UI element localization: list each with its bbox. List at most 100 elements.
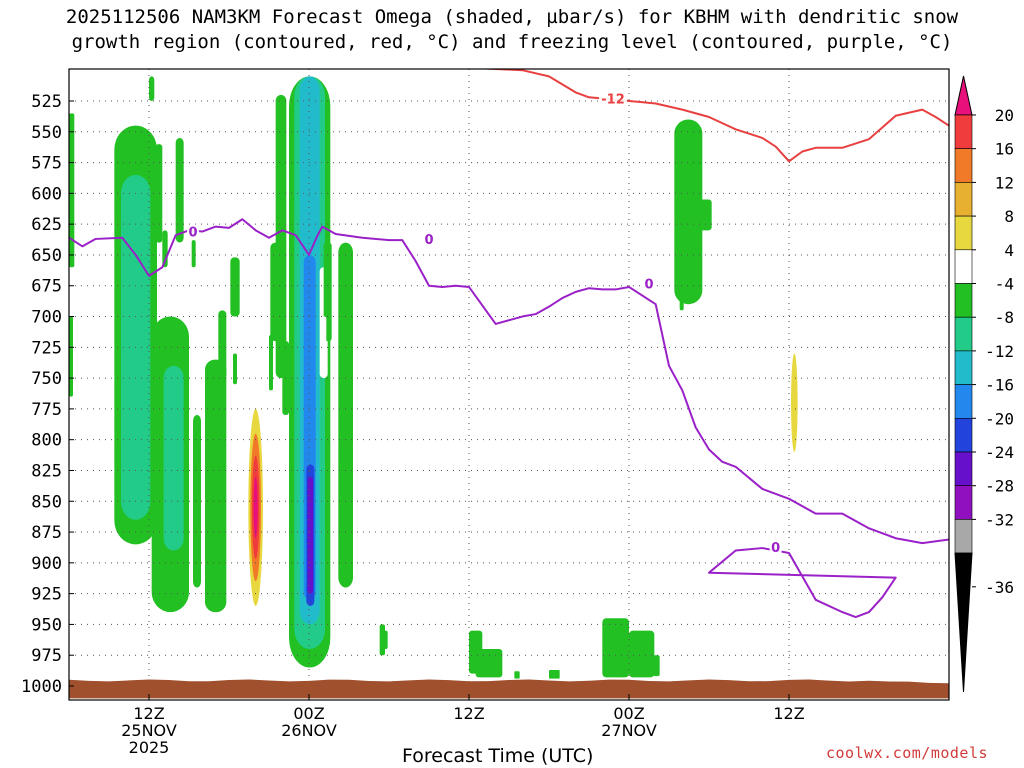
x-tick-label: 2025 [129, 738, 170, 757]
y-tick-label: 525 [31, 92, 62, 112]
colorbar-label: -8 [995, 308, 1014, 327]
omega-shade-51 [475, 649, 503, 678]
descent-upper-27nov [674, 119, 703, 305]
colorbar-label: -4 [995, 275, 1014, 294]
colorbar-swatch [954, 215, 973, 251]
omega-shade-44 [791, 353, 798, 452]
colorbar-swatch [954, 148, 973, 183]
x-tick-label: 26NOV [281, 721, 337, 740]
colorbar-label: 12 [995, 173, 1014, 192]
y-tick-label: 875 [31, 523, 62, 543]
omega-shade-53 [549, 669, 560, 679]
contour-0 [474, 69, 949, 163]
colorbar-swatch [954, 384, 973, 419]
y-tick-label: 750 [31, 369, 62, 389]
freezing-label-2-bg [423, 231, 435, 245]
chart-title-line1: 2025112506 NAM3KM Forecast Omega (shaded… [65, 6, 959, 28]
x-tick-label: 12Z [773, 704, 804, 723]
colorbar-label: -16 [985, 376, 1014, 395]
colorbar: 20 16 12 8 4 -4 -8 -12 -16 -20 -24 -28 -32 -36 [954, 75, 1014, 693]
colorbar-swatch [954, 519, 973, 554]
omega-shade-30 [321, 316, 327, 366]
chart-title-line2: growth region (contoured, red, °C) and f… [71, 31, 953, 53]
x-tick-label: 12Z [133, 704, 164, 723]
colorbar-label: -32 [985, 510, 1014, 529]
colorbar-swatch [954, 249, 973, 284]
freezing-label-3-bg [643, 276, 655, 290]
y-tick-label: 825 [31, 461, 62, 481]
omega-shade-11 [202, 76, 208, 132]
y-tick-label: 850 [31, 492, 62, 512]
colorbar-label: 8 [1004, 207, 1014, 226]
omega-shade-47 [865, 181, 872, 317]
freezing-label-4-bg [769, 539, 782, 553]
y-tick-label: 625 [31, 215, 62, 235]
colorbar-swatch [954, 451, 973, 487]
omega-shade-55 [629, 630, 655, 678]
omega-shade-29 [323, 242, 332, 342]
omega-shade-33 [565, 205, 576, 249]
omega-shade-56 [653, 655, 660, 677]
omega-shade-48 [699, 199, 712, 231]
y-tick-label: 925 [31, 585, 62, 605]
plot-frame [68, 68, 950, 701]
omega-shade-39 [645, 458, 660, 502]
omega-shade-40 [631, 439, 637, 459]
freezing-label-3: 0 [644, 277, 653, 292]
colorbar-swatch [954, 316, 973, 352]
y-tick-label: 700 [31, 308, 62, 328]
omega-shade-52 [514, 671, 520, 679]
colorbar-label: -36 [985, 578, 1014, 597]
omega-shade-36 [581, 341, 589, 366]
omega-shade-46 [850, 69, 876, 182]
y-tick-label: 1000 [21, 677, 62, 697]
freezing-label-1-bg [187, 224, 199, 238]
ascent-cell-18z25-core [253, 476, 258, 539]
contours: -12 0 0 0 0 [69, 69, 949, 619]
omega-shade-13 [205, 359, 227, 613]
omega-shade-54 [602, 618, 629, 678]
omega-shade-16 [233, 353, 237, 385]
y-tick-label: 725 [31, 338, 62, 358]
omega-shade-15 [230, 257, 240, 317]
colorbar-swatch [954, 350, 973, 385]
omega-shading [69, 69, 876, 679]
colorbar-swatch [954, 283, 973, 318]
x-tick-label: 12Z [453, 704, 484, 723]
omega-shade-57 [379, 624, 385, 656]
y-tick-label: 675 [31, 277, 62, 297]
omega-shade-1 [69, 316, 73, 397]
colorbar-swatch [954, 114, 973, 150]
omega-shade-14 [218, 310, 227, 379]
colorbar-label: 20 [995, 106, 1014, 125]
omega-shade-7 [149, 76, 155, 101]
omega-shade-34 [550, 69, 561, 95]
omega-shade-38 [613, 408, 623, 434]
terrain [69, 679, 949, 699]
x-tick-label: 25NOV [121, 721, 177, 740]
footer-credit: coolwx.com/models [826, 744, 989, 762]
omega-shade-12 [191, 285, 195, 311]
omega-shade-6 [163, 365, 184, 551]
omega-shade-8 [191, 240, 196, 268]
omega-shade-49 [679, 291, 684, 311]
y-tick-label: 775 [31, 400, 62, 420]
colorbar-bottom-arrow [954, 552, 973, 693]
omega-shade-27 [307, 476, 313, 594]
y-tick-label: 950 [31, 615, 62, 635]
omega-shade-23 [275, 94, 287, 379]
y-axis: 525 550 575 600 625 650 675 700 725 750 775 800 825 8… [21, 92, 74, 697]
colorbar-top-arrow [954, 75, 973, 116]
dgz-label-bg [599, 91, 627, 105]
colorbar-label: -28 [985, 477, 1014, 496]
freezing-label-2: 0 [424, 233, 433, 248]
colorbar-label: -20 [985, 409, 1014, 428]
x-axis-label: Forecast Time (UTC) [402, 745, 594, 767]
terrain-band [69, 679, 949, 699]
colorbar-swatch [954, 417, 973, 453]
omega-shade-10 [193, 69, 200, 89]
freezing-label-4: 0 [771, 541, 780, 556]
x-tick-label: 00Z [613, 704, 644, 723]
